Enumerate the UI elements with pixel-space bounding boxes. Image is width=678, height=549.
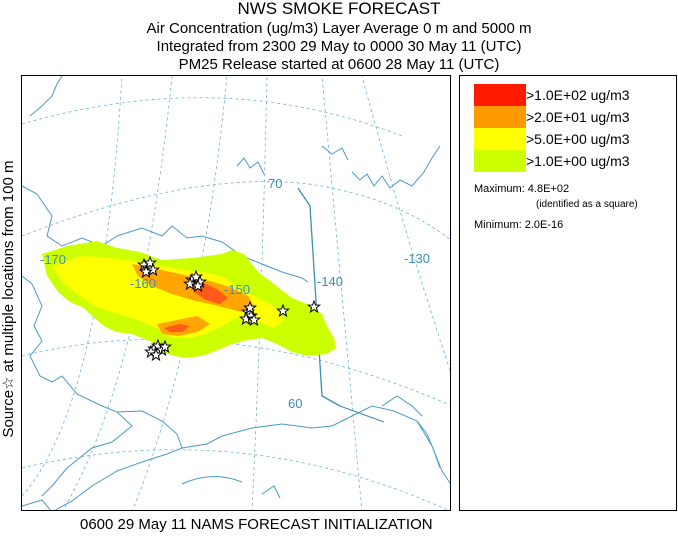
source-star-icon: [188, 269, 204, 284]
smoke-contour-5: [52, 256, 284, 338]
lon-label-140: -140: [317, 274, 343, 289]
source-star-icon: [275, 303, 291, 318]
source-star-icon: [157, 339, 173, 354]
legend-swatch-red: [474, 84, 526, 106]
smoke-map: -170 -160 -150 -140 -130 70 60: [21, 75, 451, 511]
source-markers: [136, 255, 322, 362]
maximum-note: (identified as a square): [536, 199, 638, 210]
legend-label-orange: >2.0E+01 ug/m3: [526, 109, 630, 125]
source-star-icon: [246, 312, 262, 327]
forecast-initialization-caption: 0600 29 May 11 NAMS FORECAST INITIALIZAT…: [80, 516, 433, 533]
legend-swatch-orange: [474, 106, 526, 128]
lon-label-150: -150: [224, 282, 250, 297]
legend-item-orange: >2.0E+01 ug/m3: [474, 106, 674, 128]
source-location-label: Source☆ at multiple locations from 100 m: [0, 160, 17, 438]
legend-item-red: >1.0E+02 ug/m3: [474, 84, 674, 106]
source-star-icon: [142, 255, 158, 270]
maximum-value: Maximum: 4.8E+02: [474, 183, 570, 195]
legend-label-yellow: >5.0E+00 ug/m3: [526, 131, 630, 147]
lon-label-170: -170: [40, 252, 66, 267]
smoke-contour-20: [132, 264, 254, 336]
border-line: [297, 187, 341, 407]
source-star-icon: [182, 276, 198, 291]
integration-period: Integrated from 2300 29 May to 0000 30 M…: [156, 38, 522, 55]
lat-label-70: 70: [268, 176, 282, 191]
lon-label-160: -160: [130, 276, 156, 291]
source-star-icon: [306, 299, 322, 314]
source-star-icon: [238, 311, 254, 326]
source-star-icon: [242, 300, 258, 315]
map-canvas: -170 -160 -150 -140 -130 70 60: [22, 76, 450, 510]
legend-swatch-yellow: [474, 128, 526, 150]
minimum-value: Minimum: 2.0E-16: [474, 219, 564, 231]
source-star-icon: [138, 264, 154, 279]
border-line-south: [339, 405, 385, 423]
forecast-title: NWS SMOKE FORECAST: [237, 0, 441, 18]
lon-label-130: -130: [404, 251, 430, 266]
source-star-icon: [190, 278, 206, 293]
legend-item-yellow: >5.0E+00 ug/m3: [474, 128, 674, 150]
legend-swatch-green: [474, 150, 526, 172]
legend-label-red: >1.0E+02 ug/m3: [526, 87, 630, 103]
lat-label-60: 60: [288, 396, 302, 411]
concentration-subtitle: Air Concentration (ug/m3) Layer Average …: [146, 20, 532, 37]
legend-label-green: >1.0E+00 ug/m3: [526, 153, 630, 169]
legend-item-green: >1.0E+00 ug/m3: [474, 150, 674, 172]
release-start: PM25 Release started at 0600 28 May 11 (…: [178, 56, 500, 73]
coastlines: [22, 76, 450, 510]
smoke-contour-100: [164, 282, 228, 332]
legend: >1.0E+02 ug/m3 >2.0E+01 ug/m3 >5.0E+00 u…: [459, 75, 677, 511]
source-star-icon: [145, 262, 161, 277]
source-star-icon: [148, 347, 164, 362]
